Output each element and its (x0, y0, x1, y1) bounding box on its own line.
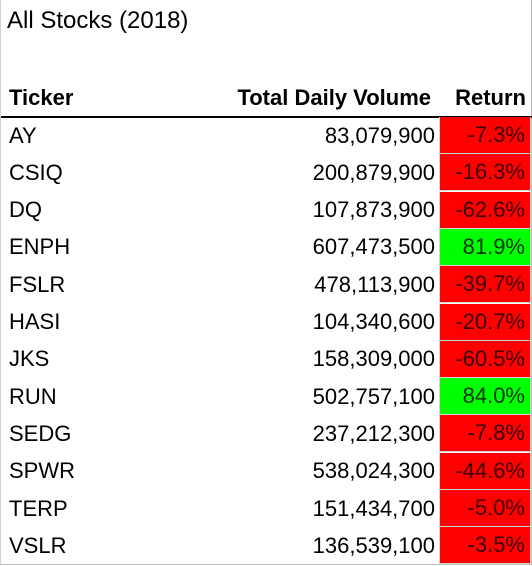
table-row: FSLR 478,113,900 -39.7% (1, 266, 532, 304)
ticker-cell[interactable]: VSLR (9, 532, 67, 558)
return-cell[interactable]: -7.3% (439, 117, 531, 154)
return-cell[interactable]: -20.7% (439, 303, 531, 341)
return-cell[interactable]: -7.8% (439, 415, 531, 453)
return-cell[interactable]: -5.0% (439, 490, 531, 527)
ticker-header[interactable]: Ticker (9, 84, 74, 110)
table-row: ENPH 607,473,500 81.9% (1, 228, 532, 266)
ticker-cell[interactable]: SEDG (9, 420, 72, 446)
ticker-cell[interactable]: HASI (9, 309, 61, 334)
table-row: HASI 104,340,600 -20.7% (1, 303, 532, 341)
return-cell[interactable]: -44.6% (439, 452, 531, 490)
return-cell[interactable]: -60.5% (439, 340, 531, 378)
volume-cell[interactable]: 104,340,600 (312, 309, 435, 334)
volume-cell[interactable]: 83,079,900 (324, 122, 435, 148)
ticker-cell[interactable]: DQ (9, 197, 42, 223)
return-header[interactable]: Return (455, 84, 526, 110)
volume-cell[interactable]: 237,212,300 (312, 420, 435, 446)
volume-cell[interactable]: 538,024,300 (312, 458, 435, 484)
volume-cell[interactable]: 151,434,700 (312, 495, 435, 521)
table-row: VSLR 136,539,100 -3.5% (1, 527, 532, 565)
ticker-cell[interactable]: ENPH (9, 234, 71, 260)
volume-cell[interactable]: 200,879,900 (312, 159, 435, 185)
ticker-cell[interactable]: RUN (9, 383, 57, 409)
return-cell[interactable]: 84.0% (439, 378, 531, 416)
volume-cell[interactable]: 136,539,100 (312, 532, 435, 558)
ticker-cell[interactable]: AY (9, 122, 37, 148)
sheet-title[interactable]: All Stocks (2018) (7, 7, 189, 34)
table-row: SEDG 237,212,300 -7.8% (1, 415, 532, 453)
ticker-cell[interactable]: CSIQ (9, 159, 63, 185)
ticker-cell[interactable]: JKS (9, 346, 50, 372)
return-cell[interactable]: -39.7% (439, 266, 531, 304)
volume-cell[interactable]: 478,113,900 (314, 271, 435, 297)
return-cell[interactable]: 81.9% (439, 228, 531, 266)
ticker-cell[interactable]: TERP (9, 495, 68, 521)
return-cell[interactable]: -62.6% (439, 191, 531, 229)
volume-cell[interactable]: 107,873,900 (312, 197, 435, 223)
ticker-cell[interactable]: SPWR (9, 458, 75, 484)
return-cell[interactable]: -16.3% (439, 154, 531, 192)
table-row: CSIQ 200,879,900 -16.3% (1, 154, 532, 192)
table-row: DQ 107,873,900 -62.6% (1, 191, 532, 229)
ticker-cell[interactable]: FSLR (9, 271, 66, 297)
table-row: SPWR 538,024,300 -44.6% (1, 452, 532, 490)
table-row: AY 83,079,900 -7.3% (1, 117, 532, 154)
volume-cell[interactable]: 158,309,000 (312, 346, 435, 372)
table-row: RUN 502,757,100 84.0% (1, 378, 532, 416)
table-row: JKS 158,309,000 -60.5% (1, 340, 532, 378)
table-row: TERP 151,434,700 -5.0% (1, 490, 532, 527)
volume-header[interactable]: Total Daily Volume (237, 84, 431, 110)
volume-cell[interactable]: 607,473,500 (312, 234, 435, 260)
return-cell[interactable]: -3.5% (439, 527, 531, 565)
header-row: Ticker Total Daily Volume Return (1, 79, 532, 118)
volume-cell[interactable]: 502,757,100 (312, 383, 435, 409)
